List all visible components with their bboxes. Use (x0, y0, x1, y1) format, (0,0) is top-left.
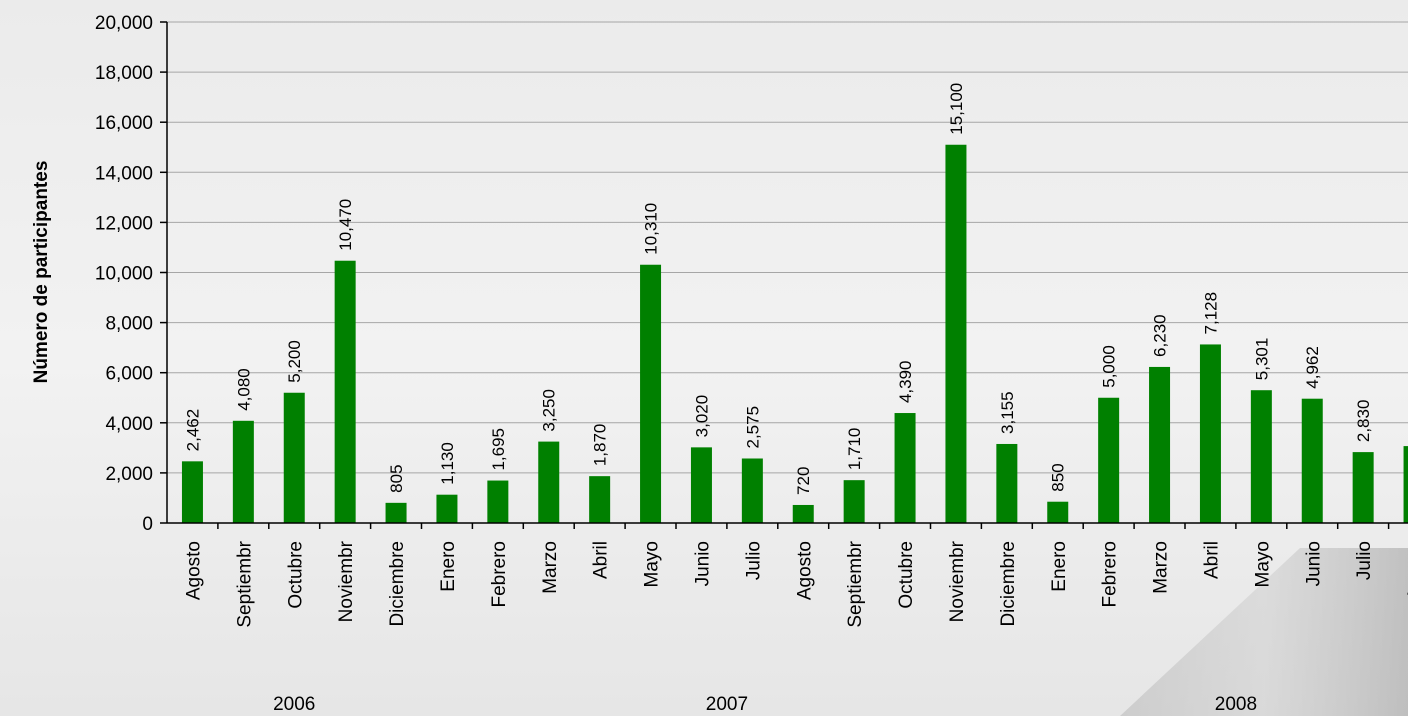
bar-value-label: 15,100 (947, 83, 966, 135)
category-label: Marzo (540, 541, 561, 594)
bar (843, 480, 865, 523)
bar-value-label: 5,000 (1100, 345, 1119, 388)
bar (538, 441, 560, 523)
bar-value-label: 4,080 (234, 368, 253, 411)
bar (894, 413, 916, 523)
y-tick-label: 16,000 (95, 113, 153, 134)
bar (385, 502, 407, 523)
bar-value-label: 3,020 (692, 395, 711, 438)
bar-value-label: 10,310 (642, 203, 661, 255)
bar (1403, 446, 1408, 523)
bar (283, 392, 305, 523)
bar (1199, 344, 1221, 523)
bar-value-label: 4,390 (896, 360, 915, 403)
category-label: Agosto (794, 541, 815, 600)
category-label: Octubre (896, 541, 917, 609)
year-group-label: 2007 (706, 694, 748, 715)
bar-value-label: 5,200 (285, 340, 304, 383)
category-label: Febrero (1100, 541, 1121, 608)
category-label: Septiembr (234, 540, 255, 627)
bar (741, 458, 763, 523)
bar-value-label: 720 (794, 467, 813, 495)
bar (1047, 501, 1069, 523)
category-label: Junio (1303, 541, 1324, 586)
category-label: Febrero (489, 541, 510, 608)
bar (1149, 366, 1171, 523)
category-label: Agosto (1405, 541, 1408, 600)
bar-value-label: 6,230 (1151, 314, 1170, 357)
category-label: Diciembre (387, 541, 408, 627)
category-label: Marzo (1151, 541, 1172, 594)
bar (589, 476, 611, 523)
bar (945, 144, 967, 523)
year-group-label: 2006 (273, 694, 315, 715)
bar-value-label: 7,128 (1201, 292, 1220, 335)
y-tick-label: 20,000 (95, 13, 153, 34)
y-tick-label: 0 (142, 514, 153, 535)
bar-value-label: 2,575 (743, 406, 762, 449)
bar (1250, 390, 1272, 523)
bar (792, 504, 814, 523)
bar (640, 264, 662, 523)
y-tick-label: 6,000 (105, 364, 153, 385)
category-label: Mayo (642, 541, 663, 587)
bar-value-label: 850 (1049, 463, 1068, 491)
bar-value-label: 1,695 (489, 428, 508, 471)
bar (1301, 398, 1323, 523)
category-label: Enero (438, 541, 459, 592)
y-tick-label: 14,000 (95, 163, 153, 184)
category-label: Julio (743, 541, 764, 580)
year-group-label: 2008 (1215, 694, 1257, 715)
background-pyramid-watermark (1120, 548, 1408, 716)
y-tick-label: 10,000 (95, 264, 153, 285)
bar-value-label: 3,070 (1405, 394, 1408, 437)
bar (1098, 397, 1120, 523)
y-tick-label: 2,000 (105, 464, 153, 485)
bar (487, 480, 509, 523)
bar (996, 443, 1018, 523)
bar (1352, 452, 1374, 523)
category-label: Septiembr (845, 540, 866, 627)
category-label: Julio (1354, 541, 1375, 580)
y-tick-label: 4,000 (105, 414, 153, 435)
y-tick-label: 12,000 (95, 213, 153, 234)
category-label: Abril (591, 541, 612, 579)
category-label: Abril (1201, 541, 1222, 579)
bar-value-label: 2,462 (183, 409, 202, 452)
bar-value-label: 4,962 (1303, 346, 1322, 389)
bar-value-label: 805 (387, 464, 406, 492)
bar-value-label: 1,870 (591, 424, 610, 467)
category-label: Noviembr (947, 540, 968, 622)
y-axis-title: Número de participantes (31, 161, 52, 384)
bar-value-label: 10,470 (336, 199, 355, 251)
bar-value-label: 3,155 (998, 391, 1017, 434)
bar (690, 447, 712, 523)
category-label: Enero (1049, 541, 1070, 592)
category-label: Diciembre (998, 541, 1019, 627)
y-tick-label: 8,000 (105, 314, 153, 335)
category-label: Junio (692, 541, 713, 586)
bar-value-label: 3,250 (540, 389, 559, 432)
category-label: Agosto (183, 541, 204, 600)
category-label: Noviembr (336, 540, 357, 622)
bar-value-label: 1,710 (845, 428, 864, 471)
bar-value-label: 1,130 (438, 442, 457, 485)
category-label: Mayo (1252, 541, 1273, 587)
bar (436, 494, 458, 523)
bar (181, 461, 203, 523)
bar-value-label: 2,830 (1354, 400, 1373, 443)
y-tick-label: 18,000 (95, 63, 153, 84)
bar (334, 260, 356, 523)
bar-value-label: 5,301 (1252, 338, 1271, 381)
bar (232, 420, 254, 523)
category-label: Octubre (285, 541, 306, 609)
